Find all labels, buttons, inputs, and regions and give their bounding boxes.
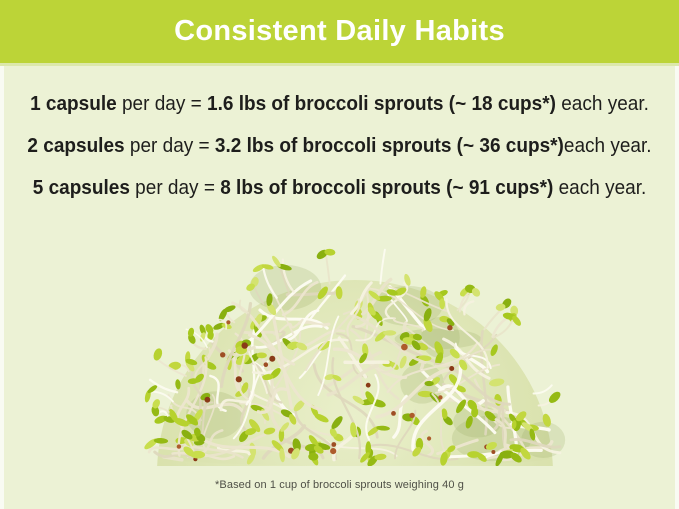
capsule-count: 2 capsules [27, 135, 125, 157]
footnote: *Based on 1 cup of broccoli sprouts weig… [215, 479, 464, 491]
fact-text: per day = [124, 135, 215, 157]
left-edge-highlight [0, 66, 4, 509]
sprouts-equivalent: 8 lbs of broccoli sprouts (~ 91 cups*) [220, 177, 554, 199]
fact-line-2-capsules: 2 capsules per day = 3.2 lbs of broccoli… [17, 134, 662, 159]
sprouts-equivalent: 1.6 lbs of broccoli sprouts (~ 18 cups*) [207, 93, 556, 115]
page-title: Consistent Daily Habits [174, 15, 505, 47]
fact-text: each year. [563, 135, 652, 157]
capsule-count: 5 capsules [32, 177, 130, 199]
right-edge-highlight [675, 66, 679, 509]
facts-section: 1 capsule per day = 1.6 lbs of broccoli … [0, 92, 679, 201]
fact-text: each year. [555, 93, 649, 115]
sprouts-equivalent: 3.2 lbs of broccoli sprouts (~ 36 cups*) [214, 135, 564, 157]
fact-line-1-capsule: 1 capsule per day = 1.6 lbs of broccoli … [17, 92, 662, 117]
fact-text: per day = [116, 93, 208, 115]
capsule-count: 1 capsule [30, 93, 117, 115]
fact-line-5-capsules: 5 capsules per day = 8 lbs of broccoli s… [17, 176, 662, 201]
fact-text: per day = [129, 177, 221, 199]
sprouts-illustration [144, 248, 566, 509]
header-banner: Consistent Daily Habits [0, 0, 679, 66]
broccoli-sprouts-photo [135, 246, 575, 509]
fact-text: each year. [553, 177, 647, 199]
